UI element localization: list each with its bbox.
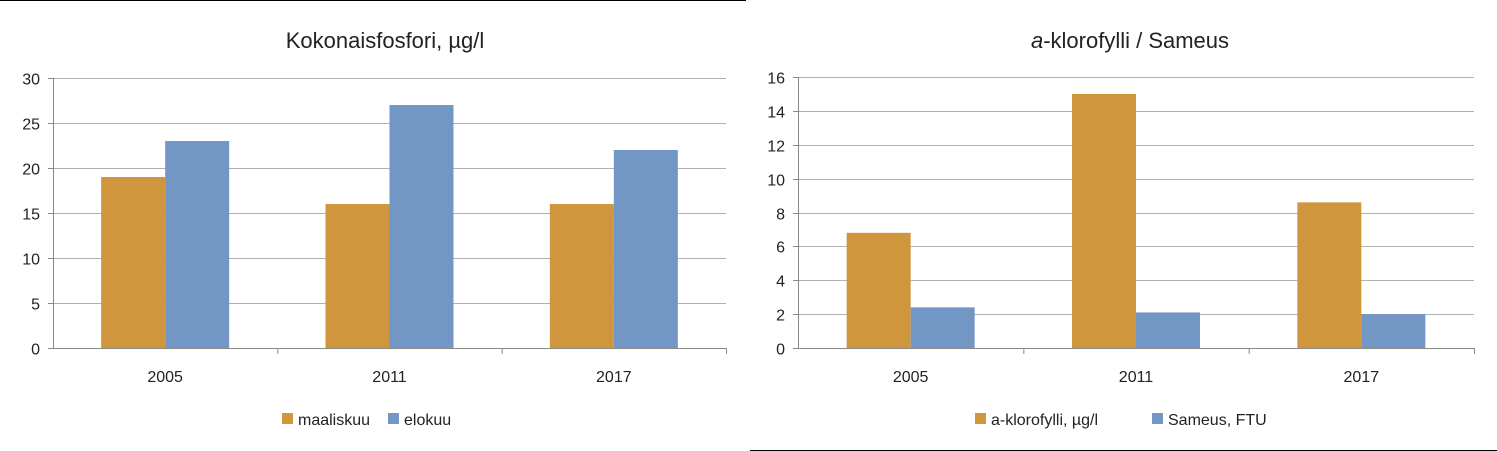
bar-elokuu xyxy=(613,150,678,348)
title-text: -klorofylli / Sameus xyxy=(1043,28,1229,53)
y-tick-label: 25 xyxy=(22,117,40,134)
y-tick-label: 4 xyxy=(776,274,785,291)
x-tick-label: 2005 xyxy=(147,369,183,386)
y-tick-label: 2 xyxy=(776,308,785,325)
y-tick-label: 30 xyxy=(22,72,40,89)
y-tick-label: 20 xyxy=(22,162,40,179)
legend-swatch xyxy=(975,413,986,424)
x-tick-label: 2017 xyxy=(1344,369,1380,386)
bar-a-klorofylli---g-l xyxy=(1297,202,1362,348)
chart-title: a-klorofylli / Sameus xyxy=(1031,28,1229,53)
legend-label: elokuu xyxy=(404,412,451,429)
bar-a-klorofylli---g-l xyxy=(1072,93,1136,348)
legend-label: maaliskuu xyxy=(298,412,370,429)
y-tick-label: 15 xyxy=(22,207,40,224)
legend-label: Sameus, FTU xyxy=(1168,412,1267,429)
bar-a-klorofylli---g-l xyxy=(846,232,911,348)
y-tick-label: 14 xyxy=(767,105,785,122)
bar-elokuu xyxy=(165,141,230,348)
legend-swatch xyxy=(388,413,399,424)
legend-swatch xyxy=(282,413,293,424)
bar-sameus--ftu xyxy=(1361,314,1426,348)
y-tick-label: 16 xyxy=(767,71,785,88)
x-tick-label: 2011 xyxy=(1119,369,1154,386)
bar-sameus--ftu xyxy=(1136,312,1200,348)
legend-label: a-klorofylli, µg/l xyxy=(991,412,1098,429)
bar-maaliskuu xyxy=(549,204,614,348)
bar-maaliskuu xyxy=(101,177,166,348)
x-tick-label: 2017 xyxy=(596,369,632,386)
chart-title: Kokonaisfosfori, µg/l xyxy=(286,28,485,53)
y-tick-label: 10 xyxy=(22,252,40,269)
y-tick-label: 6 xyxy=(776,240,785,257)
x-tick-label: 2011 xyxy=(372,369,407,386)
y-tick-label: 10 xyxy=(767,173,785,190)
title-text: Kokonaisfosfori, µg/l xyxy=(286,28,485,53)
legend-swatch xyxy=(1152,413,1163,424)
y-tick-label: 12 xyxy=(767,139,785,156)
bar-elokuu xyxy=(389,105,454,348)
bar-maaliskuu xyxy=(325,204,390,348)
title-prefix: a xyxy=(1031,28,1043,53)
y-tick-label: 5 xyxy=(31,297,40,314)
y-tick-label: 0 xyxy=(776,342,785,359)
x-tick-label: 2005 xyxy=(893,369,929,386)
y-tick-label: 8 xyxy=(776,207,785,224)
y-tick-label: 0 xyxy=(31,342,40,359)
bar-sameus--ftu xyxy=(910,307,975,348)
